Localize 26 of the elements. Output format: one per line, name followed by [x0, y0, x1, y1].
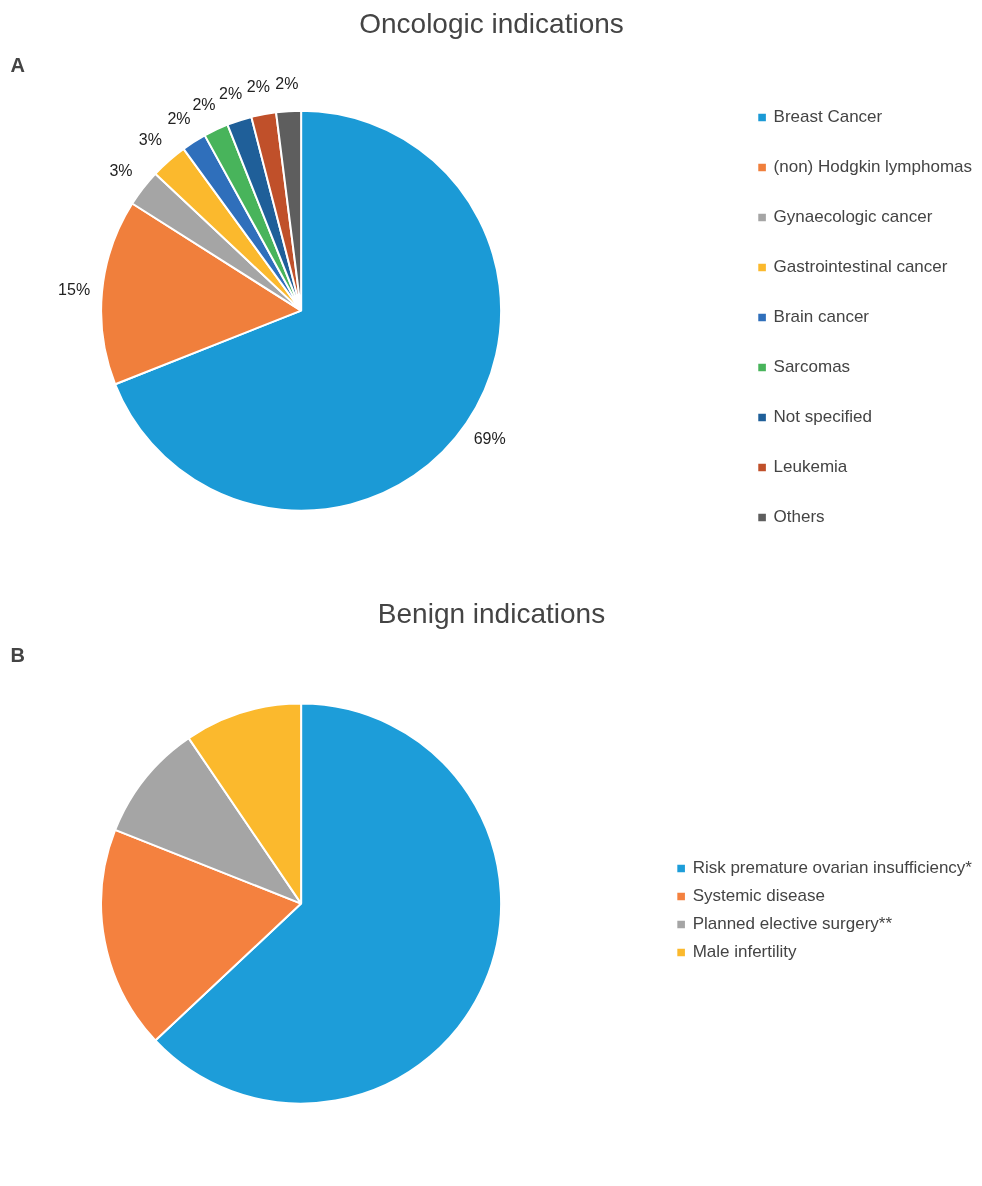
data-label: 15% — [58, 280, 91, 298]
legend-label: Brain cancer — [773, 306, 870, 327]
data-label: 3% — [138, 131, 162, 149]
legend-label: Gastrointestinal cancer — [773, 256, 948, 277]
legend-label: Planned elective surgery** — [692, 913, 893, 934]
legend-label: Breast Cancer — [773, 106, 883, 127]
data-label: 2% — [219, 85, 243, 103]
legend-label: Leukemia — [773, 456, 848, 477]
legend-label: (non) Hodgkin lymphomas — [773, 156, 972, 177]
data-label: 2% — [167, 109, 191, 127]
data-label: 3% — [109, 162, 133, 180]
text: A — [10, 53, 25, 76]
data-label: 2% — [192, 95, 216, 113]
legend-label: Not specified — [773, 406, 872, 427]
legend-label: Risk premature ovarian insufficiency* — [692, 857, 972, 878]
data-label: 2% — [275, 74, 299, 92]
legend-label: Male infertility — [692, 941, 797, 962]
legend-label: Systemic disease — [692, 885, 825, 906]
text: B — [10, 643, 25, 666]
data-label: 69% — [473, 430, 506, 448]
legend-label: Others — [773, 506, 825, 527]
chart-title: Benign indications — [377, 597, 606, 629]
data-label: 2% — [246, 78, 270, 96]
legend-label: Gynaecologic cancer — [773, 206, 933, 227]
legend-label: Sarcomas — [773, 356, 851, 377]
chart-title: Oncologic indications — [359, 7, 624, 39]
